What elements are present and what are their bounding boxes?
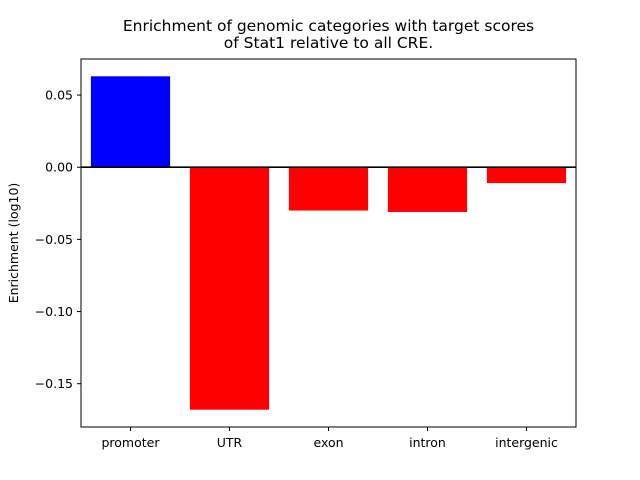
bar-exon: [288, 167, 369, 211]
x-tick-label: intron: [409, 435, 446, 450]
bar-promoter: [90, 76, 171, 168]
chart-title-line: Enrichment of genomic categories with ta…: [123, 17, 534, 35]
x-tick-label: promoter: [101, 435, 160, 450]
y-tick-label: −0.10: [35, 304, 73, 319]
x-tick-label: intergenic: [495, 435, 558, 450]
y-tick-label: −0.05: [35, 232, 73, 247]
x-tick-label: UTR: [217, 435, 243, 450]
bar-intergenic: [486, 167, 567, 184]
y-axis-label: Enrichment (log10): [6, 183, 21, 304]
chart-title-line: of Stat1 relative to all CRE.: [224, 34, 433, 52]
chart-title: Enrichment of genomic categories with ta…: [123, 17, 534, 52]
bars-group: [90, 76, 567, 410]
x-tick-label: exon: [313, 435, 343, 450]
x-axis-ticks: promoter UTR exon intron intergenic: [101, 427, 558, 450]
y-tick-label: 0.05: [45, 88, 73, 103]
bar-UTR: [189, 167, 270, 410]
bar-intron: [387, 167, 468, 212]
y-tick-label: 0.00: [45, 160, 73, 175]
y-tick-label: −0.15: [35, 376, 73, 391]
y-axis-ticks: 0.05 0.00 −0.05 −0.10 −0.15: [35, 88, 81, 391]
